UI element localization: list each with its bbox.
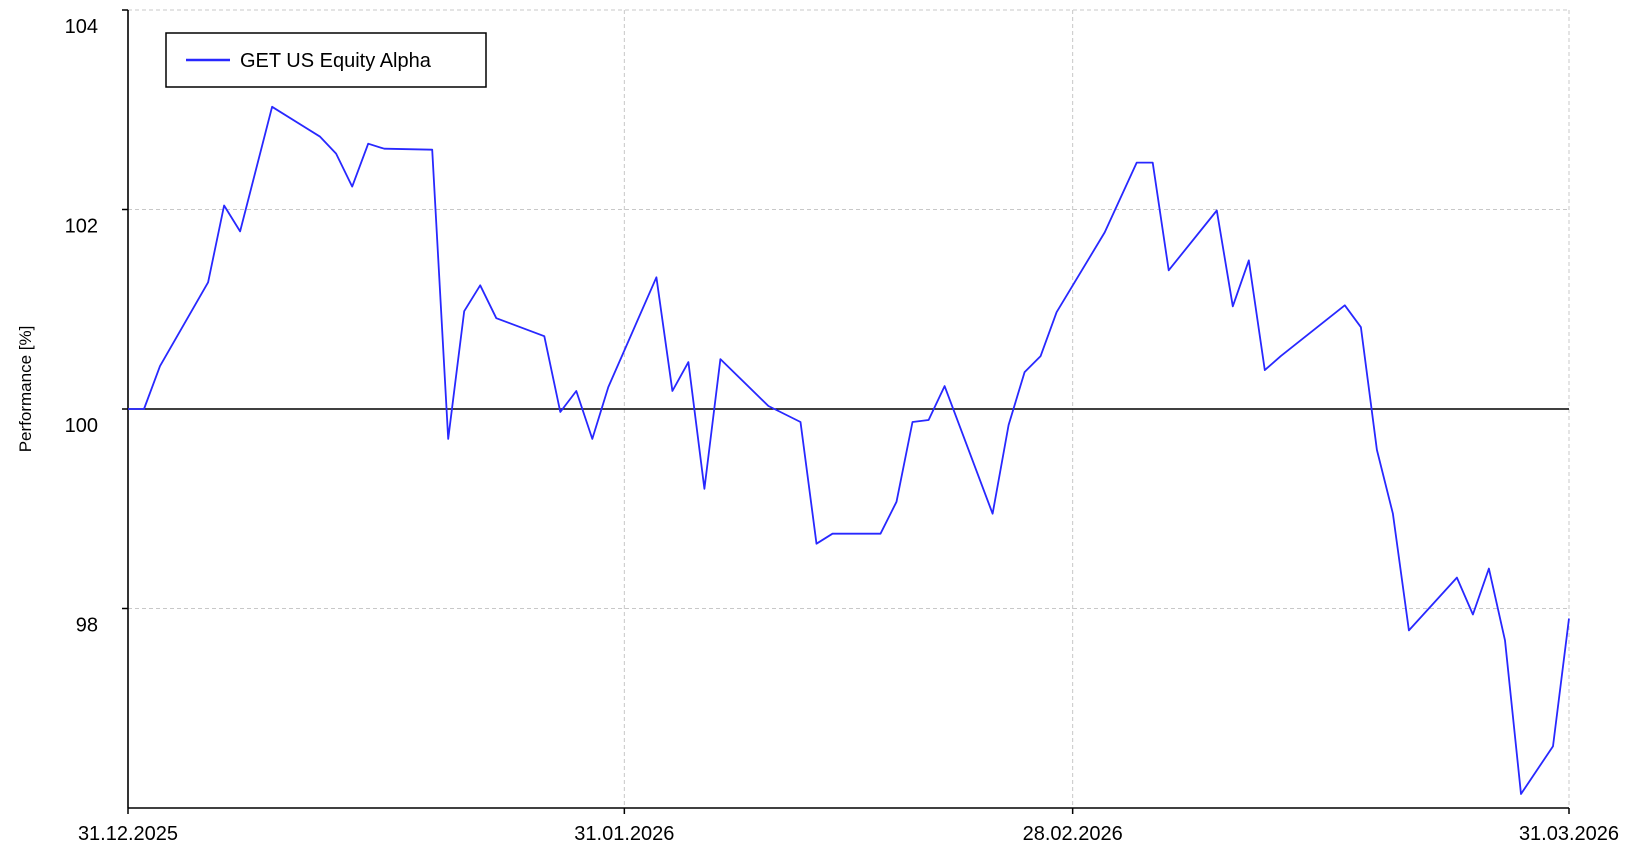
y-tick-label: 98 bbox=[76, 615, 98, 637]
y-tick-label: 102 bbox=[65, 216, 98, 238]
series-line-get-us-equity-alpha bbox=[128, 105, 1570, 795]
legend: GET US Equity Alpha bbox=[165, 32, 487, 88]
y-tick-label: 100 bbox=[65, 415, 98, 437]
legend-label-get-us-equity-alpha: GET US Equity Alpha bbox=[240, 50, 432, 72]
x-tick-label: 31.12.2025 bbox=[78, 823, 178, 845]
x-tick-label: 31.03.2026 bbox=[1519, 823, 1619, 845]
axes: 31.12.2025 31.01.2026 28.02.2026 31.03.2026… bbox=[65, 9, 1619, 845]
y-tick-label: 104 bbox=[65, 16, 98, 38]
y-axis-title: Performance [%] bbox=[16, 326, 35, 453]
x-tick-label: 31.01.2026 bbox=[574, 823, 674, 845]
x-tick-label: 28.02.2026 bbox=[1023, 823, 1123, 845]
series-layer bbox=[128, 105, 1570, 795]
